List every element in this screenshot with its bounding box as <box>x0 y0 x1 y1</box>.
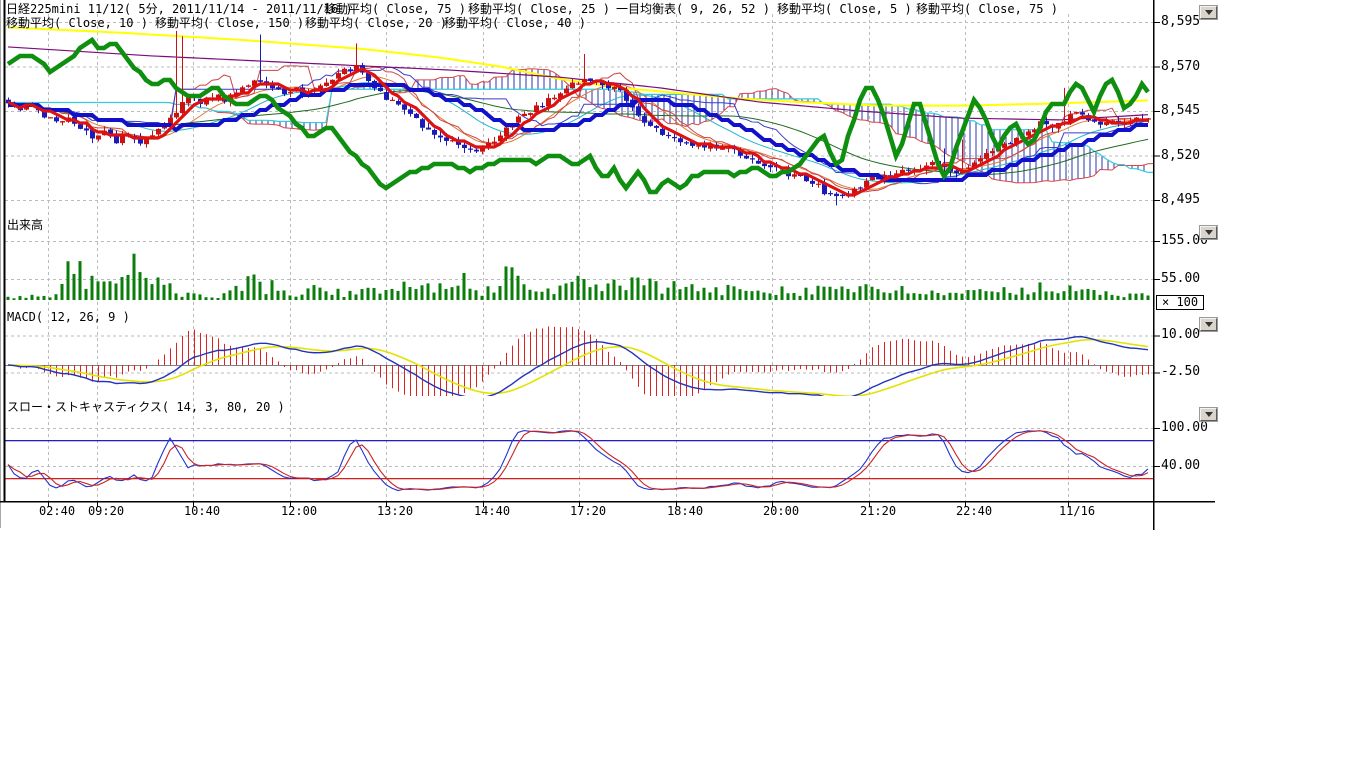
legend-item: 移動平均( Close, 10 ) <box>6 16 148 30</box>
legend-item: 移動平均( Close, 25 ) <box>468 2 610 16</box>
macd-axis-label: -2.50 <box>1161 364 1201 380</box>
time-axis-label: 13:20 <box>376 504 414 518</box>
macd-axis-label: 10.00 <box>1161 327 1201 343</box>
time-axis-label: 11/16 <box>1058 504 1096 518</box>
volume-axis-label: 55.00 <box>1161 271 1201 287</box>
legend-item: 移動平均( Close, 40 ) <box>444 16 586 30</box>
time-axis-label: 17:20 <box>569 504 607 518</box>
volume-multiplier-badge: × 100 <box>1156 295 1205 310</box>
volume-pane-label: 出来高 <box>7 218 44 232</box>
volume-pane-dropdown-button[interactable] <box>1199 225 1218 240</box>
macd-pane-dropdown-button[interactable] <box>1199 317 1218 332</box>
legend-item: 一目均衡表( 9, 26, 52 ) <box>616 2 770 16</box>
chevron-down-icon <box>1204 322 1213 327</box>
stoch-axis-label: 100.00 <box>1161 420 1208 435</box>
price-axis-label: 8,495 <box>1161 192 1201 207</box>
legend-item: 移動平均( Close, 75 ) <box>916 2 1058 16</box>
time-axis-label: 09:20 <box>87 504 125 518</box>
chevron-down-icon <box>1204 230 1213 235</box>
macd-pane-label: MACD( 12, 26, 9 ) <box>7 310 130 324</box>
price-axis-label: 8,545 <box>1161 103 1201 118</box>
legend-item: 移動平均( Close, 150 ) <box>155 16 305 30</box>
price-axis-label: 8,570 <box>1161 58 1201 74</box>
time-axis-label: 02:40 <box>38 504 76 518</box>
time-axis-label: 21:20 <box>859 504 897 518</box>
time-axis-label: 10:40 <box>183 504 221 518</box>
price-axis-label: 8,520 <box>1161 147 1201 163</box>
time-axis-label: 20:00 <box>762 504 800 518</box>
price-axis-label: 8,595 <box>1161 14 1201 29</box>
price-pane-dropdown-button[interactable] <box>1199 5 1218 20</box>
legend-item: 移動平均( Close, 75 ) <box>324 2 466 16</box>
chevron-down-icon <box>1204 10 1213 15</box>
chevron-down-icon <box>1204 412 1213 417</box>
legend-item: 移動平均( Close, 5 ) <box>777 2 912 16</box>
legend-item: 日経225mini 11/12( 5分, 2011/11/14 - 2011/1… <box>6 2 353 16</box>
stoch-axis-label: 40.00 <box>1161 457 1201 473</box>
time-axis-label: 22:40 <box>955 504 993 518</box>
time-axis-label: 14:40 <box>473 504 511 518</box>
stochastics-pane-label: スロー・ストキャスティクス( 14, 3, 80, 20 ) <box>7 400 285 414</box>
stochastics-pane-dropdown-button[interactable] <box>1199 407 1218 422</box>
volume-axis-label: 155.00 <box>1161 233 1208 249</box>
time-axis-label: 18:40 <box>666 504 704 518</box>
legend-item: 移動平均( Close, 20 ) <box>305 16 447 30</box>
time-axis-label: 12:00 <box>280 504 318 518</box>
